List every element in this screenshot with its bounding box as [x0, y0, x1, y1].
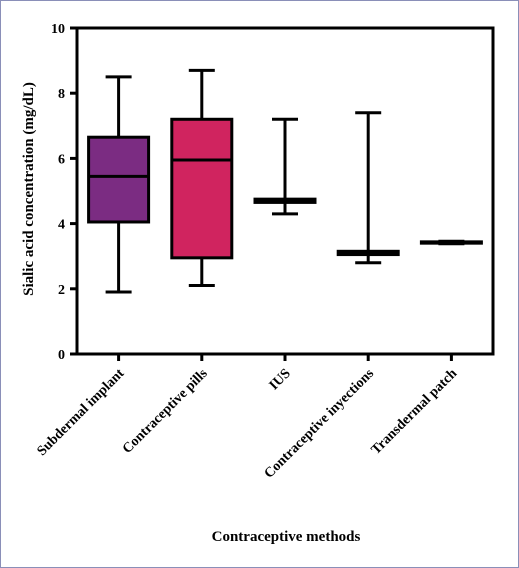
x-tick-label-4: Transdermal patch [369, 366, 461, 458]
y-tick-label-0: 0 [58, 348, 65, 363]
x-tick-label-2: IUS [267, 366, 294, 393]
y-tick-label-4: 8 [58, 87, 65, 102]
y-tick-label-3: 6 [58, 152, 65, 167]
x-tick-label-1: Contraceptive pills [120, 366, 211, 457]
box-0 [87, 135, 151, 224]
y-tick-label-1: 2 [58, 283, 65, 298]
x-axis-title: Contraceptive methods [212, 529, 361, 545]
y-axis-title: Sialic acid concentration (mg/dL) [21, 82, 37, 296]
y-tick-label-2: 4 [58, 218, 65, 233]
box-1 [170, 117, 234, 260]
y-tick-label-5: 10 [51, 22, 65, 37]
x-tick-label-0: Subdermal implant [35, 366, 128, 459]
